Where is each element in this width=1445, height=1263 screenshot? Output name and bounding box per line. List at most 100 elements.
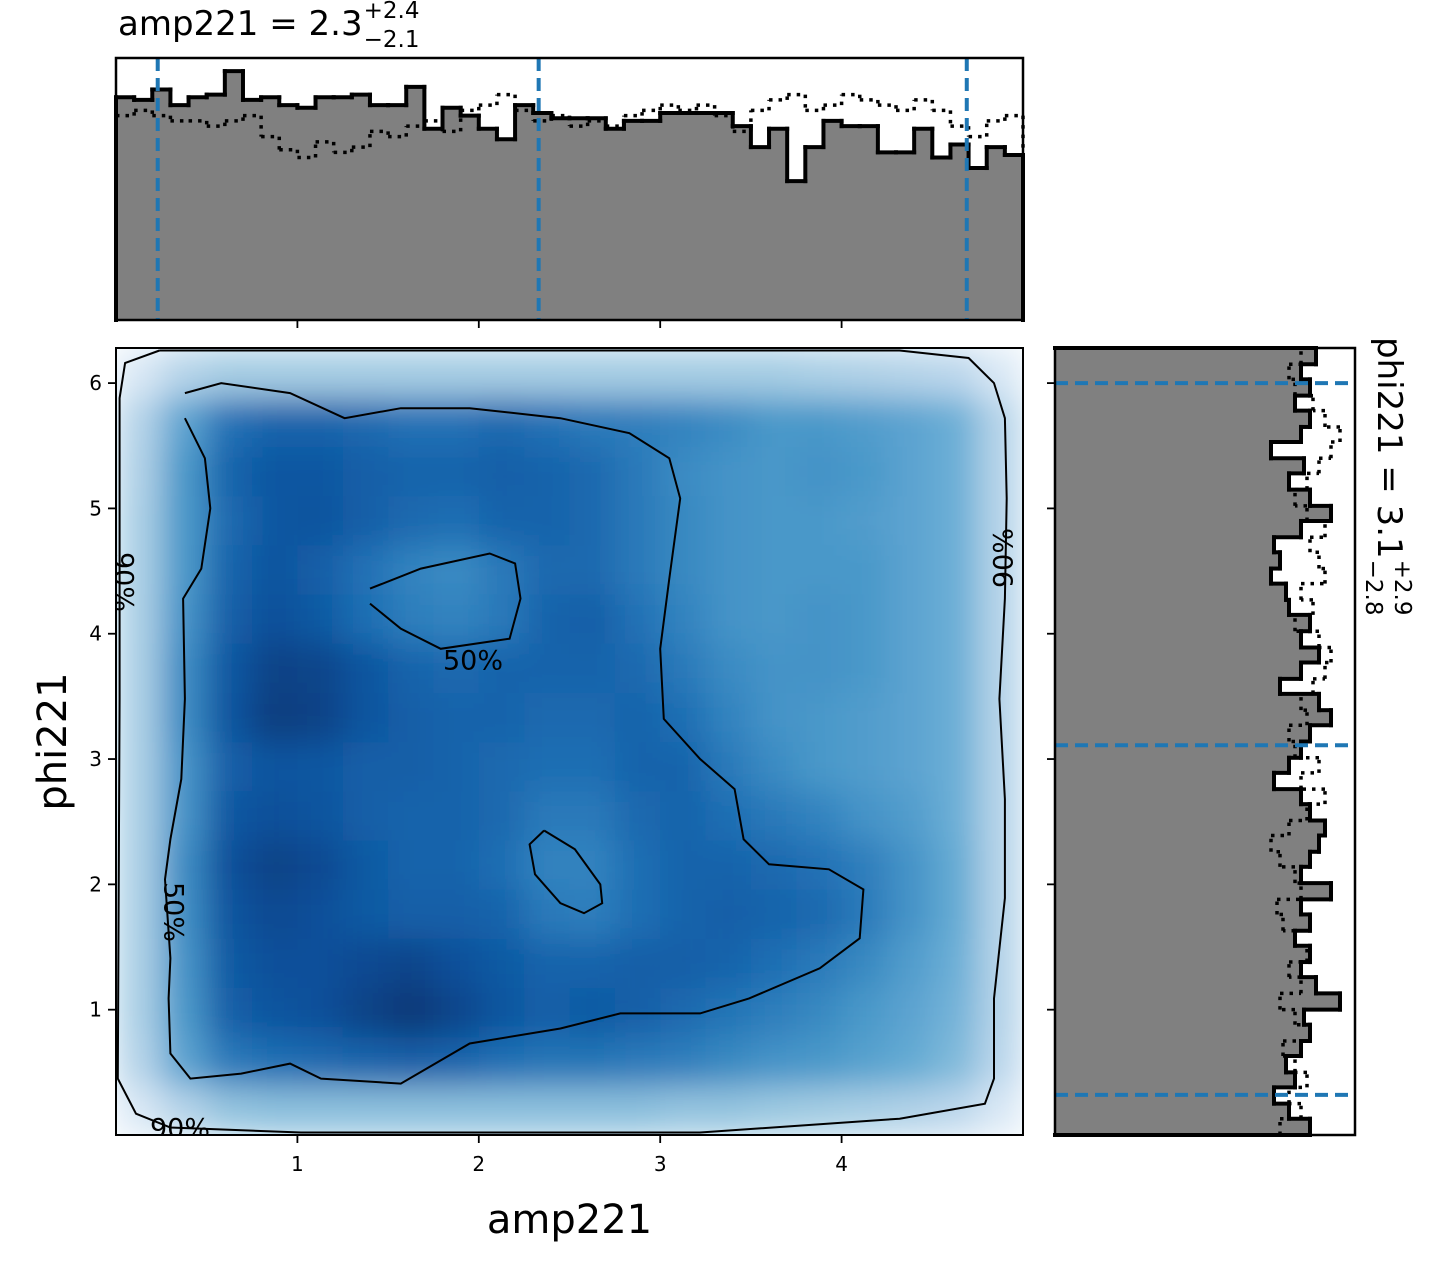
panel-title: phi221 = 3.1 <box>1369 337 1409 559</box>
hist-bar <box>914 128 933 321</box>
density-cell <box>614 987 661 1038</box>
density-cell <box>750 495 797 546</box>
density-cell <box>569 1036 616 1087</box>
hist-bar <box>515 105 534 321</box>
hist-bar <box>1055 883 1332 900</box>
density-cell <box>660 741 707 792</box>
density-cell <box>297 495 344 546</box>
density-cell <box>796 495 843 546</box>
density-cell <box>977 446 1023 497</box>
density-cell <box>932 938 979 989</box>
density-cell <box>750 790 797 841</box>
density-cell <box>478 495 525 546</box>
hist-bar <box>206 94 226 321</box>
density-panel: 50% 50% 90% 90% 90% 1 2 3 4 1 2 3 4 5 6 amp221 phi221 <box>30 347 1024 1243</box>
hist-bar <box>116 97 135 321</box>
density-cell <box>388 544 435 595</box>
density-cell <box>932 987 979 1038</box>
density-cell <box>433 889 480 939</box>
density-cell <box>161 741 208 792</box>
hist-bar <box>134 99 153 321</box>
heatmap <box>116 348 1023 1135</box>
hist-bar <box>1055 505 1332 522</box>
density-cell <box>252 1085 298 1135</box>
y-axis-label: phi221 <box>30 672 76 810</box>
density-cell <box>796 741 843 792</box>
density-cell <box>524 348 571 398</box>
title-upper: +2.9 <box>1389 560 1415 616</box>
density-cell <box>433 397 480 447</box>
density-cell <box>569 593 616 644</box>
density-cell <box>660 1036 707 1087</box>
density-cell <box>524 692 571 743</box>
density-cell <box>660 938 707 989</box>
density-cell <box>796 397 843 447</box>
density-cell <box>977 839 1023 890</box>
density-cell <box>614 790 661 841</box>
density-cell <box>932 790 979 841</box>
density-cell <box>388 741 435 792</box>
hist-bar <box>1055 977 1317 994</box>
density-cell <box>660 593 707 644</box>
hist-bar <box>478 128 498 321</box>
density-cell <box>342 397 389 447</box>
density-cell <box>433 692 480 743</box>
panel-frame <box>1053 346 1357 1137</box>
hist-bar <box>170 105 190 321</box>
density-cell <box>161 495 208 546</box>
hist-bar <box>1055 930 1296 947</box>
density-cell <box>705 692 752 743</box>
density-cell <box>116 987 162 1038</box>
density-cell <box>206 348 253 398</box>
density-cell <box>433 741 480 792</box>
density-cell <box>116 495 162 546</box>
contour-label: 50% <box>158 882 189 942</box>
density-cell <box>886 790 933 841</box>
hist-bar <box>1055 348 1317 365</box>
density-cell <box>252 593 298 644</box>
density-cell <box>614 741 661 792</box>
density-cell <box>524 1036 571 1087</box>
title-lower: −2.8 <box>1360 560 1386 616</box>
density-cell <box>388 1036 435 1087</box>
contour-label: 90% <box>150 1114 210 1145</box>
density-cell <box>433 987 480 1038</box>
hist-bar <box>1055 820 1326 836</box>
density-cell <box>252 446 298 497</box>
density-cell <box>342 643 389 693</box>
hist-bar <box>388 105 407 321</box>
density-cell <box>841 692 888 743</box>
hist-bar <box>333 97 353 321</box>
density-cell <box>886 839 933 890</box>
hist-bar <box>315 97 335 321</box>
density-cell <box>342 987 389 1038</box>
density-cell <box>705 1085 752 1135</box>
hist-bar <box>1055 1041 1302 1057</box>
density-cell <box>705 839 752 890</box>
density-cell <box>342 446 389 497</box>
density-cell <box>297 741 344 792</box>
panel-title: amp221 = 2.3 <box>118 4 363 44</box>
density-cell <box>388 397 435 447</box>
density-cell <box>841 593 888 644</box>
density-cell <box>116 790 162 841</box>
density-cell <box>614 446 661 497</box>
density-cell <box>206 495 253 546</box>
title-upper: +2.4 <box>364 0 420 24</box>
density-cell <box>977 593 1023 644</box>
density-cell <box>388 446 435 497</box>
density-cell <box>705 593 752 644</box>
density-cell <box>388 839 435 890</box>
density-cell <box>433 446 480 497</box>
y-tick-label: 6 <box>89 371 102 395</box>
density-cell <box>433 790 480 841</box>
density-cell <box>977 790 1023 841</box>
density-cell <box>932 889 979 939</box>
density-cell <box>569 839 616 890</box>
density-cell <box>206 1085 253 1135</box>
density-cell <box>342 741 389 792</box>
density-cell <box>342 1036 389 1087</box>
density-cell <box>796 790 843 841</box>
contour-line <box>163 382 865 1085</box>
hist-bar <box>877 152 897 321</box>
